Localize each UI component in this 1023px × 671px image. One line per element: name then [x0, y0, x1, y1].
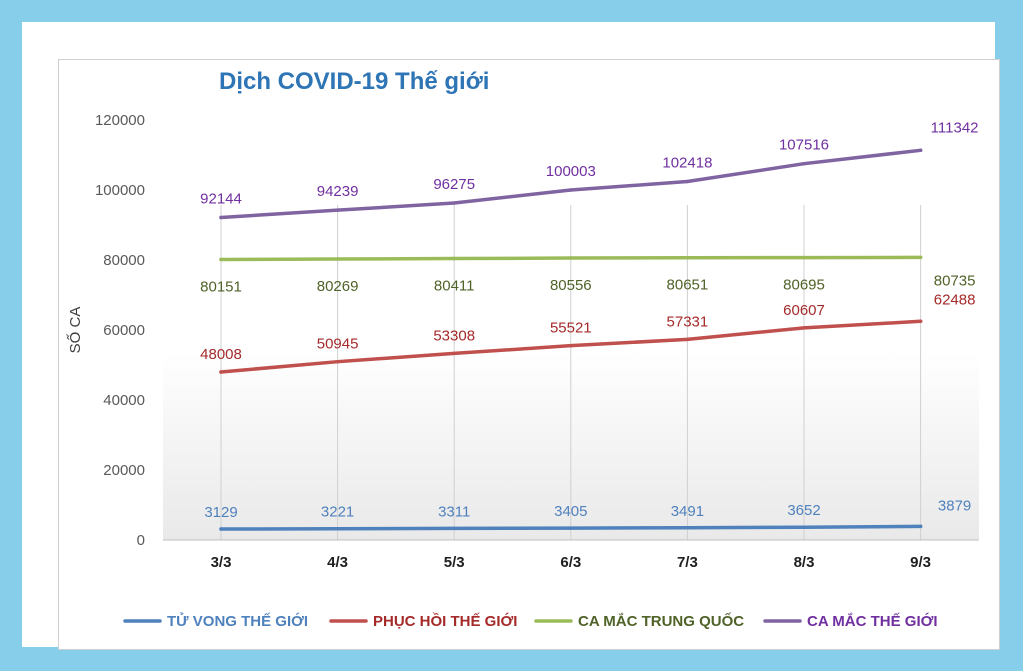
data-point	[452, 351, 456, 356]
x-tick-label: 6/3	[560, 554, 581, 571]
legend: TỬ VONG THẾ GIỚI PHỤC HỒI THẾ GIỚI CA MẮC …	[123, 612, 938, 630]
data-label: 102418	[662, 155, 712, 172]
x-tick-label: 4/3	[327, 554, 348, 571]
data-point	[918, 148, 923, 153]
data-point	[569, 256, 573, 260]
data-point	[452, 256, 456, 261]
data-label: 60607	[783, 302, 825, 319]
data-point	[685, 337, 690, 342]
data-label: 111342	[931, 119, 979, 136]
data-label: 3879	[938, 497, 971, 514]
data-point	[569, 526, 573, 530]
data-label: 80651	[667, 277, 709, 294]
data-point	[802, 255, 806, 260]
legend-label: CA MẮC TRUNG QUỐC	[578, 612, 744, 630]
data-point	[219, 257, 223, 262]
data-label: 80695	[783, 277, 825, 294]
chart-area: Dịch COVID-19 Thế giới SỐ CA 0 20000 40000…	[58, 59, 1000, 650]
line-chart: Dịch COVID-19 Thế giới SỐ CA 0 20000 40000…	[66, 68, 979, 630]
data-label: 57331	[667, 313, 709, 330]
x-tick-label: 9/3	[910, 554, 931, 571]
data-label: 3491	[671, 503, 704, 520]
data-label: 80269	[317, 278, 359, 295]
data-label: 80556	[550, 277, 592, 294]
x-tick-label: 3/3	[211, 554, 232, 571]
legend-label: CA MẮC THẾ GIỚI	[807, 612, 938, 630]
axes: 0 20000 40000 60000 80000 100000 120000 3/3 4/3 5…	[95, 112, 979, 571]
data-point	[802, 161, 806, 166]
data-label: 94239	[317, 183, 359, 200]
data-label: 62488	[934, 291, 976, 308]
data-label: 80735	[934, 272, 976, 289]
legend-label: PHỤC HỒI THẾ GIỚI	[373, 612, 517, 630]
data-point	[685, 179, 690, 184]
data-label: 100003	[546, 163, 596, 180]
data-point	[569, 188, 573, 192]
data-label: 3405	[554, 503, 587, 520]
data-label: 96275	[433, 176, 475, 193]
chart-frame: Dịch COVID-19 Thế giới SỐ CA 0 20000 40000…	[22, 22, 1000, 650]
y-tick-label: 40000	[103, 392, 145, 409]
data-point	[918, 319, 923, 324]
data-point	[569, 343, 573, 348]
data-point	[335, 526, 340, 531]
x-tick-label: 5/3	[444, 554, 465, 571]
data-point	[219, 370, 223, 374]
data-point	[335, 208, 340, 212]
data-label: 3221	[321, 504, 354, 521]
data-point	[918, 524, 923, 529]
data-label: 50945	[317, 336, 359, 353]
data-label: 107516	[779, 137, 829, 154]
data-point	[802, 326, 806, 330]
y-tick-label: 60000	[103, 322, 145, 339]
data-point	[685, 255, 690, 260]
data-point	[335, 257, 340, 261]
data-labels: 3129 3221 3311 3405 3491 3652 3879 48008 50945 53…	[200, 119, 978, 521]
y-tick-label: 20000	[103, 462, 145, 479]
data-label: 3129	[204, 504, 237, 521]
x-tick-label: 8/3	[794, 554, 815, 571]
data-label: 55521	[550, 320, 592, 337]
data-point	[452, 201, 456, 205]
data-label: 80411	[434, 278, 475, 295]
data-point	[685, 526, 690, 530]
legend-label: TỬ VONG THẾ GIỚI	[167, 612, 308, 630]
data-label: 3311	[438, 503, 470, 520]
y-axis-title: SỐ CA	[66, 307, 84, 354]
data-point	[219, 215, 223, 220]
data-point	[918, 255, 923, 260]
data-point	[219, 527, 223, 531]
data-label: 48008	[200, 346, 242, 363]
y-tick-label: 100000	[95, 182, 145, 199]
data-label: 92144	[200, 190, 242, 207]
chart-title: Dịch COVID-19 Thế giới	[219, 68, 489, 95]
data-point	[452, 526, 456, 531]
data-point	[335, 359, 340, 364]
y-tick-label: 120000	[95, 112, 145, 129]
data-label: 80151	[200, 278, 242, 295]
data-point	[802, 525, 806, 529]
series-lines	[219, 148, 923, 531]
data-label: 53308	[433, 327, 475, 344]
x-tick-label: 7/3	[677, 554, 698, 571]
y-tick-label: 0	[137, 532, 145, 549]
data-label: 3652	[787, 502, 820, 519]
y-tick-label: 80000	[103, 252, 145, 269]
